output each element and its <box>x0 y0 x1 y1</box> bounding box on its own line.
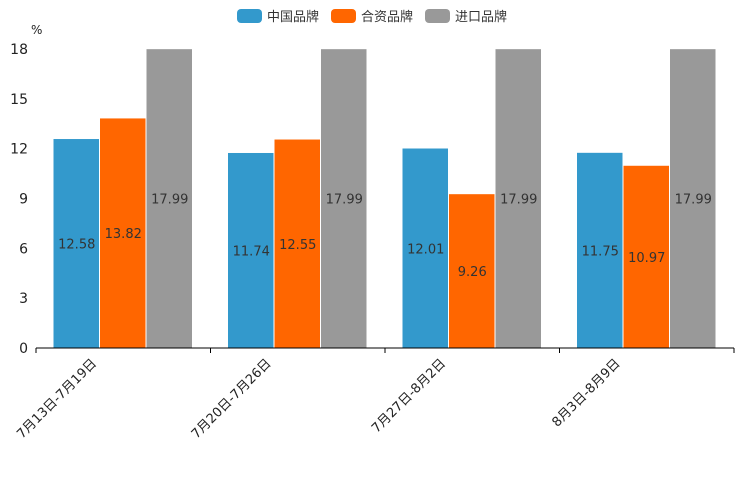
data-label-1-3: 10.97 <box>628 251 665 266</box>
x-tick-label-3: 8月3日-8月9日 <box>549 356 623 430</box>
y-axis-unit-label: % <box>31 23 42 37</box>
legend-item-import-brand[interactable]: 进口品牌 <box>425 6 507 25</box>
legend-swatch-import-brand <box>425 8 450 23</box>
legend-swatch-china-brand <box>236 8 262 23</box>
x-tick-label-1: 7月20日-7月26日 <box>189 356 275 442</box>
bar-1-0 <box>100 118 146 348</box>
legend-label-china-brand: 中国品牌 <box>266 10 319 25</box>
legend-swatch-jv-brand <box>330 8 356 23</box>
y-tick-label-3: 9 <box>19 192 28 208</box>
data-label-1-0: 13.82 <box>105 227 142 242</box>
bar-2-2 <box>495 49 541 349</box>
y-axis-ticks: 0 3 6 9 12 15 18 <box>10 42 28 357</box>
data-label-0-2: 12.01 <box>407 242 444 257</box>
bar-2-1 <box>321 49 367 349</box>
y-tick-label-2: 6 <box>19 241 28 257</box>
data-label-2-0: 17.99 <box>151 193 188 208</box>
bar-2-3 <box>670 49 716 349</box>
data-label-0-1: 11.74 <box>233 244 270 259</box>
legend-label-import-brand: 进口品牌 <box>455 10 508 25</box>
bar-1-3 <box>623 165 669 348</box>
x-tick-label-2: 7月27日-8月2日 <box>369 356 449 436</box>
bar-0-2 <box>402 148 448 348</box>
legend-item-china-brand[interactable]: 中国品牌 <box>236 6 319 25</box>
bar-1-2 <box>449 194 495 348</box>
bar-2-0 <box>146 49 192 349</box>
data-label-2-3: 17.99 <box>675 193 712 208</box>
bar-1-1 <box>274 139 320 348</box>
data-label-0-0: 12.58 <box>58 238 95 253</box>
data-label-2-2: 17.99 <box>500 193 537 208</box>
bar-0-1 <box>228 152 274 348</box>
y-tick-label-1: 3 <box>19 291 28 307</box>
data-label-0-3: 11.75 <box>582 244 619 259</box>
y-tick-label-4: 12 <box>10 142 28 158</box>
bar-0-3 <box>577 152 623 348</box>
x-axis-ticks: 7月13日-7月19日 7月20日-7月26日 7月27日-8月2日 8月3日-8月9… <box>14 348 735 442</box>
data-label-2-1: 17.99 <box>326 193 363 208</box>
bar-0-0 <box>53 139 99 348</box>
y-tick-label-6: 18 <box>10 42 28 58</box>
data-label-1-1: 12.55 <box>279 238 316 253</box>
y-tick-label-5: 15 <box>10 92 28 108</box>
bar-series: 12.58 13.82 17.99 11.74 12.55 17.99 12.01 9.26 1… <box>53 49 716 349</box>
legend: 中国品牌 合资品牌 进口品牌 <box>0 6 744 25</box>
x-tick-label-0: 7月13日-7月19日 <box>14 356 100 442</box>
y-tick-label-0: 0 <box>19 341 28 357</box>
legend-label-jv-brand: 合资品牌 <box>360 10 413 25</box>
legend-item-jv-brand[interactable]: 合资品牌 <box>330 6 413 25</box>
data-label-1-2: 9.26 <box>458 265 487 280</box>
